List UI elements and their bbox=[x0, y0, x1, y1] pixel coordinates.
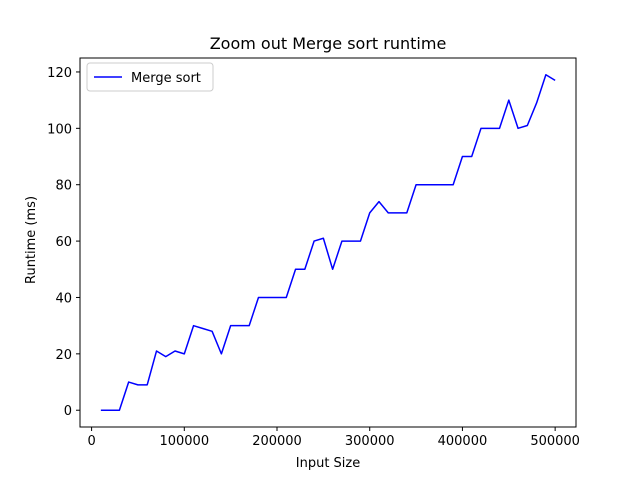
x-tick-label: 300000 bbox=[345, 434, 395, 449]
y-tick-label: 20 bbox=[55, 348, 72, 363]
x-tick-label: 200000 bbox=[252, 434, 302, 449]
y-tick-label: 80 bbox=[55, 179, 72, 194]
x-tick-label: 0 bbox=[87, 434, 95, 449]
y-tick-label: 100 bbox=[47, 122, 72, 137]
y-axis-label: Runtime (ms) bbox=[24, 196, 39, 284]
legend: Merge sort bbox=[87, 63, 213, 91]
x-tick-label: 400000 bbox=[438, 434, 488, 449]
y-tick-label: 60 bbox=[55, 235, 72, 250]
y-tick-label: 120 bbox=[47, 66, 72, 81]
y-tick-label: 40 bbox=[55, 291, 72, 306]
chart-title: Zoom out Merge sort runtime bbox=[210, 34, 447, 53]
y-tick-label: 0 bbox=[64, 404, 72, 419]
legend-label-merge-sort: Merge sort bbox=[131, 71, 201, 86]
x-tick-label: 100000 bbox=[159, 434, 209, 449]
x-tick-label: 500000 bbox=[530, 434, 580, 449]
x-axis-label: Input Size bbox=[296, 456, 360, 471]
